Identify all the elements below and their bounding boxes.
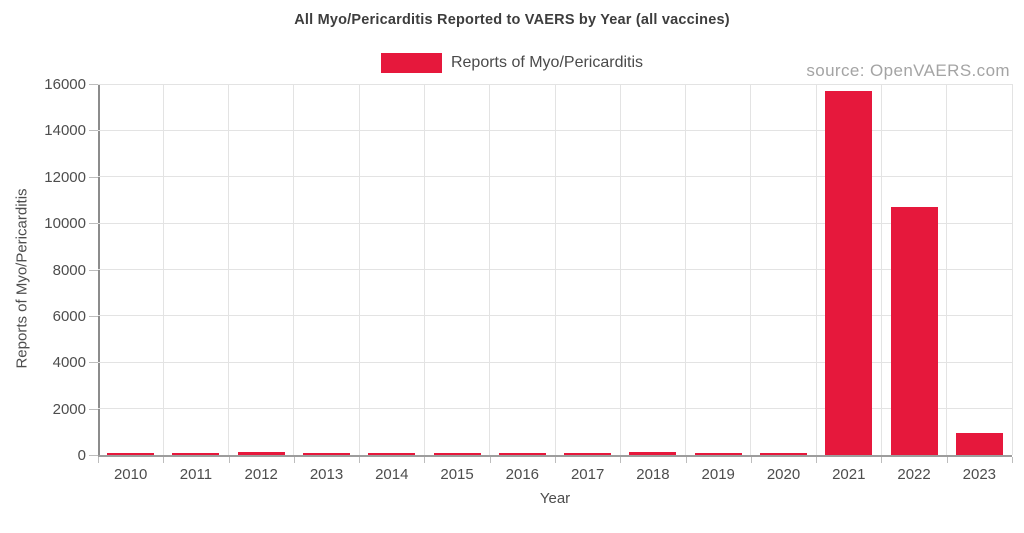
y-axis-tick (89, 408, 98, 410)
x-tick-label: 2012 (244, 466, 278, 483)
y-axis-tick (89, 176, 98, 178)
x-tick-label: 2016 (505, 466, 540, 483)
chart-title: All Myo/Pericarditis Reported to VAERS b… (294, 12, 730, 28)
y-tick-label: 6000 (52, 307, 86, 325)
x-axis-tick (816, 457, 818, 463)
legend: Reports of Myo/Pericarditis (0, 53, 1024, 73)
bar-2023 (955, 432, 1003, 455)
y-tick-label: 0 (77, 447, 86, 464)
x-axis-tick (293, 457, 295, 463)
y-tick-label: 8000 (52, 261, 86, 279)
x-axis-tick (1012, 457, 1013, 463)
bar-2013 (303, 452, 350, 455)
x-tick-label: 2022 (897, 466, 931, 483)
x-tick-label: 2015 (440, 466, 474, 483)
gridline-v (685, 84, 687, 455)
y-axis-tick (89, 362, 98, 364)
gridline-v (554, 84, 556, 455)
y-axis-tick (89, 84, 98, 85)
bar-2022 (890, 206, 938, 455)
gridline-v (619, 84, 621, 455)
gridline-v (1011, 84, 1013, 455)
x-axis-tick (98, 457, 99, 463)
x-tick-label: 2013 (309, 466, 344, 483)
x-axis-tick (685, 457, 687, 463)
gridline-v (228, 84, 230, 455)
x-axis-tick (881, 457, 883, 463)
gridline-v (946, 84, 948, 455)
y-axis-tick (89, 315, 98, 317)
x-axis-tick (424, 457, 426, 463)
x-tick-label: 2010 (113, 466, 148, 483)
source-label: source: OpenVAERS.com (806, 61, 1010, 80)
y-axis-tick (89, 130, 98, 132)
bar-2018 (629, 451, 677, 455)
x-tick-label: 2014 (375, 466, 409, 483)
x-axis-tick (359, 457, 361, 463)
bar-2021 (825, 90, 873, 455)
bar-2015 (433, 453, 481, 455)
legend-label: Reports of Myo/Pericarditis (450, 54, 644, 71)
x-axis-tick (620, 457, 622, 463)
y-tick-label: 16000 (44, 76, 86, 93)
y-axis-tick (89, 455, 98, 456)
x-tick-label: 2017 (570, 466, 605, 483)
x-tick-label: 2018 (636, 466, 670, 483)
x-tick-label: 2021 (832, 466, 866, 483)
x-tick-label: 2019 (701, 466, 735, 483)
bar-2010 (107, 452, 155, 455)
y-tick-label: 12000 (44, 168, 86, 186)
x-tick-label: 2020 (766, 466, 801, 483)
y-axis-tick (89, 269, 98, 271)
bar-2011 (172, 452, 220, 455)
gridline-v (750, 84, 752, 455)
bar-2020 (760, 453, 807, 455)
x-tick-label: 2023 (962, 466, 997, 483)
plot-area (98, 83, 1013, 457)
x-axis-tick (750, 457, 752, 463)
bar-2014 (368, 452, 416, 455)
x-axis-tick (163, 457, 165, 463)
y-tick-label: 14000 (44, 122, 86, 140)
gridline-v (423, 84, 425, 455)
x-axis-tick (228, 457, 230, 463)
y-tick-label: 10000 (44, 215, 86, 233)
gridline-v (293, 84, 295, 455)
x-axis-title: Year (539, 490, 571, 507)
x-axis-tick (946, 457, 948, 463)
x-axis-tick (489, 457, 491, 463)
x-tick-label: 2011 (179, 466, 213, 483)
y-axis-title: Reports of Myo/Pericarditis (13, 188, 31, 369)
gridline-v (815, 84, 817, 455)
bar-2016 (498, 453, 546, 455)
gridline-v (880, 84, 882, 455)
gridline-v (358, 84, 360, 455)
y-tick-label: 4000 (52, 354, 86, 372)
gridline-v (489, 84, 491, 455)
bar-2017 (564, 453, 612, 455)
legend-swatch (380, 53, 442, 73)
x-axis-tick (555, 457, 556, 463)
y-axis-tick (89, 223, 98, 225)
bar-2019 (694, 453, 742, 455)
y-tick-label: 2000 (52, 400, 86, 418)
gridline-v (162, 84, 164, 455)
bar-2012 (237, 452, 285, 455)
